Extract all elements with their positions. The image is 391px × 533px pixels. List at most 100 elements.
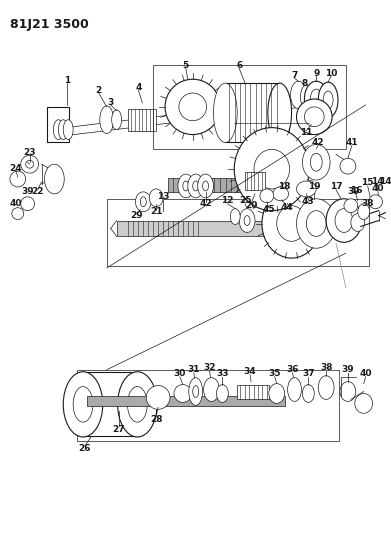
- Ellipse shape: [174, 385, 192, 402]
- Text: 11: 11: [300, 128, 313, 137]
- Ellipse shape: [45, 164, 64, 194]
- Bar: [237, 385, 269, 399]
- Ellipse shape: [10, 171, 26, 187]
- Text: 16: 16: [350, 187, 362, 196]
- Bar: [153, 66, 346, 149]
- Text: 38: 38: [361, 199, 374, 208]
- Text: 3: 3: [108, 99, 114, 108]
- Text: 33: 33: [216, 369, 229, 378]
- Ellipse shape: [217, 385, 228, 402]
- Text: 28: 28: [150, 415, 162, 424]
- Ellipse shape: [21, 155, 39, 173]
- Bar: [168, 178, 296, 192]
- Ellipse shape: [239, 209, 255, 232]
- Ellipse shape: [355, 393, 373, 413]
- Text: 37: 37: [302, 369, 315, 378]
- Ellipse shape: [203, 181, 208, 191]
- Ellipse shape: [140, 197, 146, 207]
- Text: 18: 18: [278, 182, 291, 191]
- Ellipse shape: [344, 199, 358, 213]
- Text: 1: 1: [64, 76, 70, 85]
- Text: 19: 19: [308, 182, 321, 191]
- Text: 27: 27: [112, 425, 125, 433]
- Text: 38: 38: [320, 364, 332, 373]
- Text: 30: 30: [174, 369, 186, 378]
- Ellipse shape: [179, 93, 206, 120]
- Ellipse shape: [296, 199, 336, 248]
- Ellipse shape: [335, 209, 353, 232]
- Ellipse shape: [204, 378, 219, 401]
- Bar: [47, 107, 69, 142]
- Text: 23: 23: [23, 148, 36, 157]
- Ellipse shape: [183, 181, 189, 191]
- Text: 15: 15: [361, 179, 374, 188]
- Ellipse shape: [244, 216, 250, 225]
- Text: 45: 45: [262, 205, 275, 214]
- Ellipse shape: [188, 174, 204, 198]
- Text: 39: 39: [348, 188, 360, 196]
- Text: 32: 32: [203, 364, 216, 373]
- Text: 34: 34: [244, 367, 256, 376]
- Ellipse shape: [296, 99, 332, 134]
- Ellipse shape: [12, 208, 24, 220]
- Text: 22: 22: [31, 188, 44, 196]
- Text: 9: 9: [313, 69, 319, 78]
- Text: 40: 40: [359, 369, 372, 378]
- Text: 2: 2: [96, 86, 102, 94]
- Ellipse shape: [165, 79, 221, 134]
- Ellipse shape: [149, 189, 163, 207]
- Ellipse shape: [300, 85, 312, 109]
- Ellipse shape: [340, 382, 356, 401]
- Text: 13: 13: [157, 192, 169, 201]
- Ellipse shape: [273, 187, 289, 201]
- Bar: [87, 397, 285, 406]
- Text: 5: 5: [183, 61, 189, 70]
- Ellipse shape: [326, 199, 362, 243]
- Ellipse shape: [260, 189, 274, 203]
- Text: 42: 42: [312, 138, 325, 147]
- Ellipse shape: [262, 189, 321, 258]
- Ellipse shape: [178, 174, 194, 198]
- Ellipse shape: [323, 91, 333, 109]
- Ellipse shape: [351, 214, 365, 231]
- Text: 14: 14: [371, 176, 384, 185]
- Ellipse shape: [305, 107, 324, 127]
- Ellipse shape: [234, 127, 309, 211]
- Bar: [77, 370, 339, 441]
- Ellipse shape: [310, 154, 322, 171]
- Ellipse shape: [268, 83, 292, 142]
- Ellipse shape: [305, 81, 328, 117]
- Ellipse shape: [369, 195, 382, 209]
- Ellipse shape: [302, 144, 330, 180]
- Ellipse shape: [318, 82, 338, 118]
- Text: 43: 43: [302, 197, 315, 206]
- Text: 40: 40: [371, 184, 384, 193]
- Ellipse shape: [288, 378, 301, 401]
- Ellipse shape: [193, 181, 199, 191]
- Text: 14: 14: [379, 176, 391, 185]
- Text: 25: 25: [239, 196, 251, 205]
- Text: 24: 24: [9, 164, 22, 173]
- Ellipse shape: [291, 81, 307, 109]
- Bar: [117, 221, 277, 236]
- Ellipse shape: [63, 120, 73, 140]
- Text: 8: 8: [301, 79, 308, 87]
- Ellipse shape: [189, 378, 203, 406]
- Bar: [83, 372, 137, 436]
- Bar: [245, 172, 265, 190]
- Ellipse shape: [26, 160, 34, 168]
- Text: 12: 12: [221, 196, 233, 205]
- Text: 4: 4: [135, 83, 142, 92]
- Text: 10: 10: [325, 69, 337, 78]
- Ellipse shape: [53, 120, 63, 140]
- Ellipse shape: [358, 204, 369, 220]
- Ellipse shape: [146, 385, 170, 409]
- Ellipse shape: [269, 384, 285, 403]
- Ellipse shape: [318, 376, 334, 399]
- Ellipse shape: [254, 149, 290, 189]
- Ellipse shape: [213, 83, 237, 142]
- Text: 17: 17: [330, 182, 343, 191]
- Ellipse shape: [21, 197, 34, 211]
- Text: 35: 35: [269, 369, 281, 378]
- Ellipse shape: [310, 89, 322, 109]
